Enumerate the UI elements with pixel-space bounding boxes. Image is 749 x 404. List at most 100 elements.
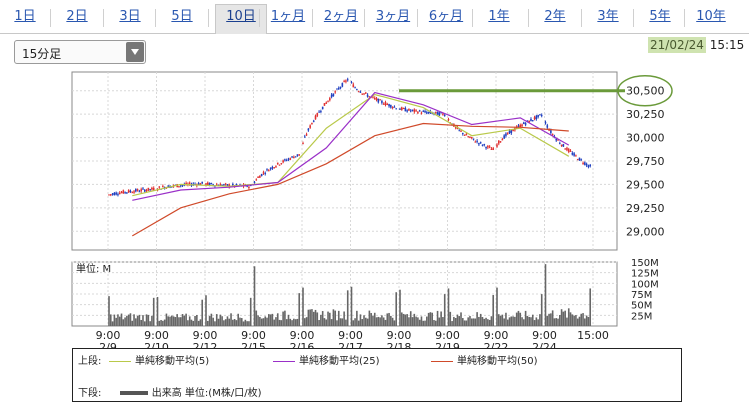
volume-bar bbox=[332, 309, 335, 326]
price-tick-label: 29,500 bbox=[626, 178, 665, 191]
candle-body bbox=[289, 158, 292, 160]
candle-body bbox=[524, 123, 527, 125]
candle-body bbox=[350, 82, 353, 84]
candle-body bbox=[275, 166, 277, 168]
candle-body bbox=[535, 115, 538, 120]
volume-bar bbox=[515, 312, 518, 326]
legend-swatch-volume bbox=[119, 391, 148, 395]
legend-lower-row: 下段: 出来高 単位:(M株/口/枚) bbox=[78, 384, 261, 399]
legend-lower-label: 下段: bbox=[78, 388, 102, 399]
candle-body bbox=[505, 133, 507, 136]
candle-body bbox=[382, 103, 385, 105]
tab-separator bbox=[528, 9, 529, 27]
volume-bar bbox=[341, 318, 344, 326]
volume-bar bbox=[424, 320, 426, 326]
volume-bar bbox=[492, 295, 495, 326]
tab-9[interactable]: 6ヶ月 bbox=[428, 9, 464, 24]
candle-body bbox=[388, 104, 390, 107]
volume-bar bbox=[257, 315, 259, 326]
volume-bar bbox=[131, 320, 134, 326]
legend-swatch-ma50 bbox=[431, 360, 453, 362]
volume-bar bbox=[370, 313, 372, 326]
candle-body bbox=[122, 190, 125, 194]
volume-bar bbox=[562, 311, 565, 326]
tab-11[interactable]: 2年 bbox=[544, 9, 566, 24]
volume-bar bbox=[230, 313, 232, 326]
tab-5[interactable]: 10日 bbox=[215, 4, 267, 34]
tab-12[interactable]: 3年 bbox=[597, 9, 619, 24]
price-chart: 29,000 29,250 29,500 29,750 30,000 30,250 30,5… bbox=[71, 71, 673, 348]
candle-body bbox=[127, 190, 130, 193]
tab-separator bbox=[364, 9, 365, 27]
candle-body bbox=[487, 146, 489, 148]
candle-body bbox=[551, 134, 554, 136]
candle-body bbox=[337, 87, 340, 90]
tab-7[interactable]: 2ヶ月 bbox=[323, 9, 359, 24]
volume-bar bbox=[312, 311, 315, 326]
tab-2[interactable]: 2日 bbox=[66, 9, 88, 24]
volume-bar bbox=[517, 310, 520, 326]
candle-body bbox=[375, 98, 378, 101]
volume-bar bbox=[205, 295, 207, 326]
candle-body bbox=[185, 182, 187, 185]
volume-bar bbox=[199, 319, 202, 326]
volume-bar bbox=[176, 314, 178, 326]
volume-bar bbox=[485, 317, 487, 326]
volume-bar bbox=[366, 318, 369, 326]
volume-bar bbox=[440, 311, 442, 326]
volume-bar bbox=[426, 316, 428, 326]
tab-1[interactable]: 1日 bbox=[14, 9, 36, 24]
volume-bar bbox=[210, 313, 213, 326]
candle-body bbox=[179, 185, 182, 187]
volume-bar bbox=[569, 312, 572, 326]
tab-10[interactable]: 1年 bbox=[488, 9, 510, 24]
ma5-line bbox=[132, 93, 570, 197]
tab-8[interactable]: 3ヶ月 bbox=[375, 9, 411, 24]
volume-bar bbox=[447, 288, 450, 326]
candle-body bbox=[147, 187, 150, 191]
tab-3[interactable]: 3日 bbox=[119, 9, 141, 24]
x-date-label: 2/22 bbox=[484, 341, 509, 348]
tab-13[interactable]: 5年 bbox=[649, 9, 671, 24]
volume-bar bbox=[303, 318, 306, 326]
candle-body bbox=[151, 187, 153, 190]
x-date-label: 2/18 bbox=[387, 341, 412, 348]
candle-body bbox=[264, 173, 267, 175]
volume-bar bbox=[470, 318, 473, 326]
volume-bar bbox=[521, 317, 523, 326]
x-time-label: 9:00 bbox=[387, 329, 412, 342]
candle-body bbox=[117, 194, 119, 196]
tab-4[interactable]: 5日 bbox=[171, 9, 193, 24]
candle-body bbox=[564, 148, 566, 150]
volume-bar bbox=[127, 314, 130, 326]
x-time-label: 9:00 bbox=[338, 329, 363, 342]
volume-bar bbox=[443, 294, 446, 326]
candle-body bbox=[314, 115, 317, 120]
tab-6[interactable]: 1ヶ月 bbox=[270, 9, 306, 24]
volume-bar bbox=[453, 316, 455, 326]
volume-bar bbox=[531, 314, 534, 326]
volume-bar bbox=[575, 315, 577, 326]
candle-body bbox=[576, 159, 579, 161]
volume-bar bbox=[151, 315, 153, 326]
volume-bar bbox=[233, 319, 236, 326]
volume-bar bbox=[339, 318, 342, 326]
candle-body bbox=[210, 182, 213, 185]
candle-body bbox=[539, 114, 541, 116]
volume-bar bbox=[496, 287, 498, 326]
volume-bar bbox=[438, 317, 441, 326]
tab-14[interactable]: 10年 bbox=[696, 9, 726, 24]
candle-body bbox=[406, 110, 408, 112]
candle-body bbox=[321, 106, 324, 110]
volume-bar bbox=[384, 319, 387, 326]
interval-select[interactable]: 15分足 bbox=[14, 40, 146, 64]
candle-body bbox=[390, 104, 392, 108]
volume-bar bbox=[183, 315, 186, 326]
candle-body bbox=[485, 146, 487, 149]
volume-bar bbox=[179, 317, 182, 326]
highlight-circle bbox=[617, 74, 673, 107]
x-date-label: 2/15 bbox=[241, 341, 266, 348]
volume-bar bbox=[221, 316, 223, 326]
price-tick-label: 29,250 bbox=[626, 202, 665, 215]
x-date-label: 2/12 bbox=[193, 341, 218, 348]
